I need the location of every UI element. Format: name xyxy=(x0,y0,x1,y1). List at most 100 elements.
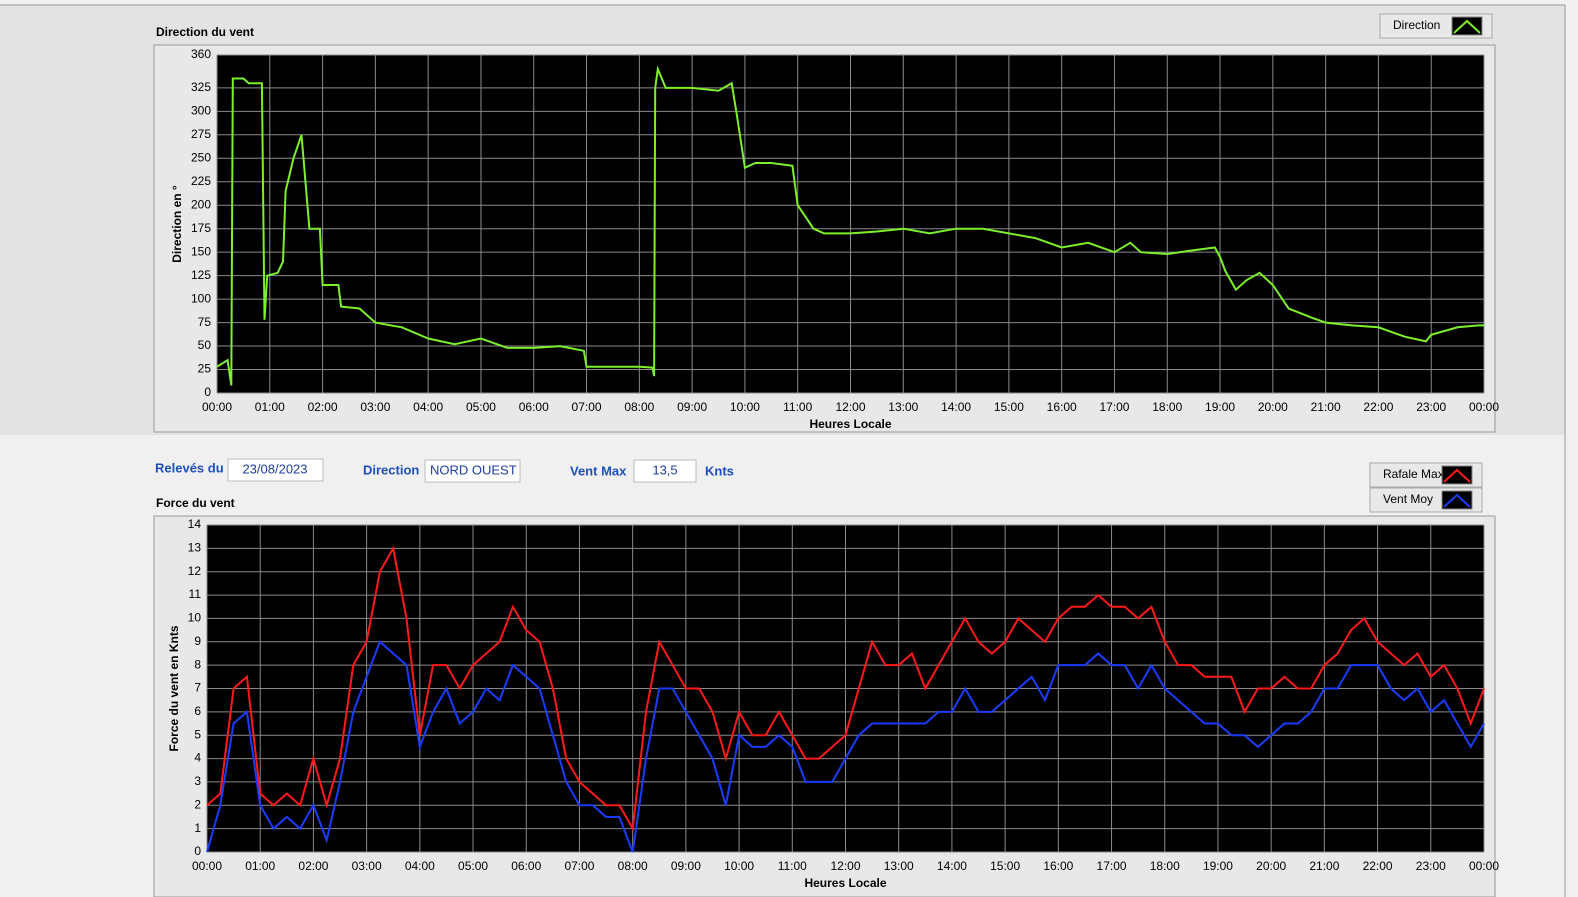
x-tick-label: 16:00 xyxy=(1047,400,1077,414)
x-tick-label: 09:00 xyxy=(677,400,707,414)
x-tick-label: 06:00 xyxy=(519,400,549,414)
line-series xyxy=(206,545,1485,832)
x-tick-label: 13:00 xyxy=(884,859,914,873)
y-tick-label: 50 xyxy=(198,338,212,352)
x-tick-label: 17:00 xyxy=(1099,400,1129,414)
x-tick-label: 08:00 xyxy=(618,859,648,873)
chart-title: Direction du vent xyxy=(156,25,254,39)
x-tick-label: 23:00 xyxy=(1416,400,1446,414)
x-tick-label: 11:00 xyxy=(778,859,807,873)
y-tick-label: 100 xyxy=(191,291,211,305)
x-tick-label: 06:00 xyxy=(511,859,541,873)
x-tick-label: 05:00 xyxy=(458,859,488,873)
line-series xyxy=(206,640,1485,853)
x-tick-label: 04:00 xyxy=(413,400,443,414)
date-value: 23/08/2023 xyxy=(242,461,307,476)
x-tick-label: 15:00 xyxy=(994,400,1024,414)
x-tick-label: 15:00 xyxy=(990,859,1020,873)
x-tick-label: 00:00 xyxy=(1469,400,1499,414)
y-tick-label: 225 xyxy=(191,174,211,188)
y-tick-label: 125 xyxy=(191,268,211,282)
x-tick-label: 05:00 xyxy=(466,400,496,414)
y-tick-label: 14 xyxy=(188,517,202,531)
x-tick-label: 02:00 xyxy=(308,400,338,414)
x-axis-label: Heures Locale xyxy=(809,417,891,431)
x-tick-label: 16:00 xyxy=(1043,859,1073,873)
y-tick-label: 75 xyxy=(198,315,212,329)
y-tick-label: 4 xyxy=(194,751,201,765)
legend-swatch-bg xyxy=(1441,490,1473,510)
direction-field[interactable] xyxy=(424,459,521,483)
x-tick-label: 17:00 xyxy=(1097,859,1127,873)
y-tick-label: 2 xyxy=(194,797,201,811)
y-tick-label: 6 xyxy=(194,704,201,718)
y-tick-label: 0 xyxy=(204,385,211,399)
y-axis-label: Direction en ° xyxy=(170,185,184,263)
x-tick-label: 22:00 xyxy=(1363,859,1393,873)
x-tick-label: 19:00 xyxy=(1203,859,1233,873)
x-tick-label: 22:00 xyxy=(1363,400,1393,414)
x-tick-label: 10:00 xyxy=(724,859,754,873)
y-tick-label: 175 xyxy=(191,221,211,235)
y-tick-label: 3 xyxy=(194,774,201,788)
x-tick-label: 01:00 xyxy=(255,400,285,414)
x-tick-label: 10:00 xyxy=(730,400,760,414)
x-tick-label: 20:00 xyxy=(1258,400,1288,414)
y-tick-label: 250 xyxy=(191,150,211,164)
x-tick-label: 18:00 xyxy=(1150,859,1180,873)
legend-label: Direction xyxy=(1393,18,1440,32)
x-tick-label: 18:00 xyxy=(1152,400,1182,414)
x-tick-label: 13:00 xyxy=(888,400,918,414)
legend-swatch-bg xyxy=(1441,465,1473,485)
x-tick-label: 08:00 xyxy=(624,400,654,414)
y-tick-label: 7 xyxy=(194,681,201,695)
x-tick-label: 04:00 xyxy=(405,859,435,873)
x-tick-label: 00:00 xyxy=(192,859,222,873)
x-tick-label: 01:00 xyxy=(245,859,275,873)
x-tick-label: 20:00 xyxy=(1256,859,1286,873)
max-value: 13,5 xyxy=(652,462,677,477)
y-tick-label: 13 xyxy=(188,541,202,555)
max-label: Vent Max xyxy=(570,463,627,478)
x-tick-label: 14:00 xyxy=(937,859,967,873)
x-tick-label: 09:00 xyxy=(671,859,701,873)
x-tick-label: 07:00 xyxy=(564,859,594,873)
y-tick-label: 25 xyxy=(198,362,212,376)
x-tick-label: 00:00 xyxy=(1469,859,1499,873)
y-tick-label: 150 xyxy=(191,244,211,258)
direction-value: NORD OUEST xyxy=(430,462,517,477)
y-tick-label: 360 xyxy=(191,47,211,61)
legend-swatch xyxy=(1443,493,1471,508)
y-tick-label: 275 xyxy=(191,127,211,141)
x-tick-label: 12:00 xyxy=(835,400,865,414)
direction-label: Direction xyxy=(363,462,419,477)
y-tick-label: 325 xyxy=(191,80,211,94)
x-tick-label: 19:00 xyxy=(1205,400,1235,414)
date-label: Relevés du xyxy=(155,460,224,475)
y-axis-label: Force du vent en Knts xyxy=(167,625,181,751)
legend-label: Vent Moy xyxy=(1383,492,1433,506)
y-tick-label: 10 xyxy=(188,611,202,625)
legend-swatch-bg xyxy=(1451,16,1483,36)
y-tick-label: 200 xyxy=(191,197,211,211)
y-tick-label: 8 xyxy=(194,657,201,671)
x-tick-label: 03:00 xyxy=(352,859,382,873)
date-field[interactable] xyxy=(227,458,324,482)
chart-title: Force du vent xyxy=(156,496,235,510)
y-tick-label: 5 xyxy=(194,727,201,741)
line-series xyxy=(216,65,1484,386)
x-tick-label: 03:00 xyxy=(360,400,390,414)
y-tick-label: 1 xyxy=(194,821,201,835)
y-tick-label: 12 xyxy=(188,564,202,578)
y-tick-label: 11 xyxy=(189,587,202,601)
x-tick-label: 02:00 xyxy=(298,859,328,873)
x-tick-label: 14:00 xyxy=(941,400,971,414)
y-tick-label: 300 xyxy=(191,104,211,118)
y-tick-label: 9 xyxy=(194,634,201,648)
x-tick-label: 21:00 xyxy=(1311,400,1341,414)
legend-label: Rafale Max xyxy=(1383,467,1444,481)
max-field[interactable] xyxy=(633,459,697,483)
legend-swatch xyxy=(1443,468,1471,483)
